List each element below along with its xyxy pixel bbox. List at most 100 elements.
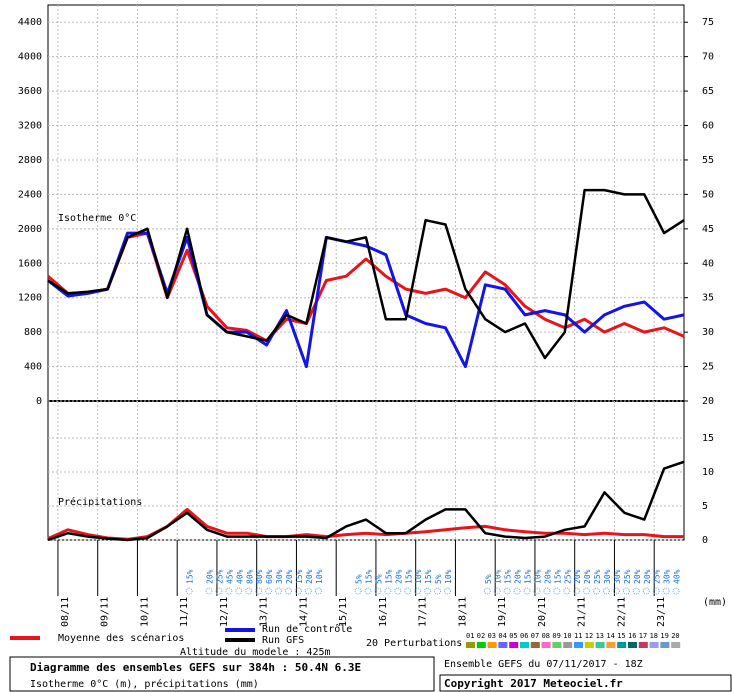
altitude: Altitude du modele : 425m: [180, 647, 331, 658]
y2-tick-label: 30: [702, 327, 714, 338]
legend-label: Moyenne des scénarios: [58, 632, 184, 644]
y-tick-label: 4400: [18, 17, 42, 28]
y-tick-label: 400: [24, 362, 42, 373]
perturbation-swatch: [584, 642, 594, 648]
snowflake: [225, 587, 233, 595]
x-tick-label: 20/11: [537, 597, 548, 627]
x-tick-label: 11/11: [179, 597, 190, 627]
perturbation-swatch: [649, 642, 659, 648]
snow-probability: 25%: [563, 569, 572, 584]
perturbation-label: 01: [466, 632, 474, 640]
snow-probability: 20%: [285, 569, 294, 584]
perturbation-swatch: [638, 642, 648, 648]
perturbation-label: 04: [498, 632, 506, 640]
perturbation-swatch: [628, 642, 637, 648]
snowflake: [424, 587, 432, 595]
snowflake: [285, 587, 292, 595]
snowflake: [394, 587, 402, 595]
snow-probability: 20%: [206, 569, 215, 584]
x-tick-label: 16/11: [378, 597, 389, 627]
y2-tick-label: 45: [702, 224, 714, 235]
perturbation-swatch: [617, 642, 627, 648]
y2-tick-label: 5: [702, 501, 708, 512]
y2-tick-label: 35: [702, 293, 714, 304]
snowflake: [503, 587, 511, 595]
snow-probability: 30%: [613, 569, 622, 584]
snowflake: [255, 587, 263, 595]
perturbation-swatch: [660, 642, 670, 648]
x-tick-label: 08/11: [60, 597, 71, 627]
snow-probability: 5%: [434, 574, 443, 584]
snowflake: [294, 587, 302, 595]
y2-tick-label: 50: [702, 189, 714, 200]
snow-probability: 25%: [593, 569, 602, 584]
perturbation-label: 05: [509, 632, 517, 640]
snowflake: [404, 587, 412, 595]
perturbation-swatch: [595, 642, 605, 648]
perturbation-label: 16: [628, 632, 636, 640]
snow-probability: 5%: [355, 574, 364, 584]
y2-tick-label: 60: [702, 121, 714, 132]
perturbation-swatch: [541, 642, 551, 648]
perturbation-label: 13: [596, 632, 604, 640]
snowflake: [185, 587, 193, 595]
snow-probability: 25%: [623, 569, 632, 584]
snowflake: [553, 587, 561, 595]
y-tick-label: 1600: [18, 258, 42, 269]
perturbation-label: 20: [671, 632, 679, 640]
snowflake: [563, 587, 571, 595]
perturbation-swatch: [487, 642, 497, 648]
snowflake: [314, 587, 322, 595]
perturbation-swatch: [552, 642, 562, 648]
snowflake: [642, 587, 650, 595]
x-tick-label: 21/11: [577, 597, 588, 627]
y2-tick-label: 65: [702, 86, 714, 97]
snowflake: [414, 587, 422, 595]
perturbation-label: 15: [617, 632, 625, 640]
footer-subtitle: Isotherme 0°C (m), précipitations (mm): [30, 678, 259, 690]
snowflake: [622, 587, 630, 595]
snow-probability: 10%: [533, 569, 542, 584]
perturbation-label: 17: [639, 632, 647, 640]
snowflake: [632, 587, 640, 595]
snow-probability: 25%: [653, 569, 662, 584]
legend-label: Run GFS: [262, 635, 304, 646]
perturbation-label: 14: [606, 632, 614, 640]
snowflake: [384, 587, 392, 595]
perturbation-label: 08: [542, 632, 550, 640]
snow-probability: 80%: [245, 569, 254, 584]
y2-tick-label: 15: [702, 433, 714, 444]
x-tick-label: 15/11: [338, 597, 349, 627]
snow-probability: 5%: [374, 574, 383, 584]
perturbation-label: 03: [488, 632, 496, 640]
snowflake: [583, 587, 591, 595]
perturbation-label: 18: [650, 632, 658, 640]
snow-probability: 10%: [444, 569, 453, 584]
y2-tick-label: 20: [702, 396, 714, 407]
x-tick-label: 14/11: [298, 597, 309, 627]
y-tick-label: 2000: [18, 224, 42, 235]
snow-probability: 15%: [295, 569, 304, 584]
snow-probability: 20%: [305, 569, 314, 584]
copyright: Copyright 2017 Meteociel.fr: [444, 677, 623, 690]
snow-probability: 20%: [633, 569, 642, 584]
snow-probability: 15%: [384, 569, 393, 584]
y2-tick-label: 55: [702, 155, 714, 166]
snow-probability: 15%: [186, 569, 195, 584]
run-info: Ensemble GEFS du 07/11/2017 - 18Z: [444, 659, 643, 670]
perturbation-label: 11: [574, 632, 582, 640]
perturbation-label: 09: [552, 632, 560, 640]
x-tick-label: 17/11: [418, 597, 429, 627]
snowflake: [573, 587, 581, 595]
x-tick-label: 22/11: [616, 597, 627, 627]
snowflake: [304, 587, 312, 595]
plot-frame: [47, 4, 685, 541]
y-tick-label: 2800: [18, 155, 42, 166]
perturbation-swatch: [466, 642, 475, 648]
perturbation-swatch: [476, 642, 486, 648]
y-tick-label: 800: [24, 327, 42, 338]
perturbation-label: 19: [660, 632, 668, 640]
snowflake: [603, 587, 610, 595]
snowflake: [493, 587, 501, 595]
